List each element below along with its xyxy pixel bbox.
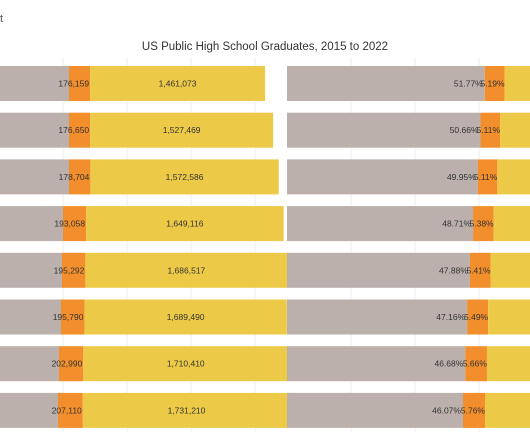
bar-right-orange-6 (465, 346, 487, 382)
bar-right-grey-3 (287, 206, 474, 242)
label-right-orange-2: 5.11% (474, 172, 498, 182)
label-right-grey-6: 46.68% (434, 359, 463, 369)
bar-left-grey-1 (0, 112, 69, 148)
corner-fragment: t (0, 13, 4, 25)
bar-left-yellow-3 (86, 206, 284, 242)
label-left-yellow-1: 1,527,469 (163, 125, 201, 135)
bar-left-orange-7 (58, 392, 83, 428)
label-left-orange-6: 202,990 (52, 359, 83, 369)
bar-right-grey-4 (287, 252, 470, 288)
label-right-orange-6: 5.66% (463, 359, 488, 369)
bar-left-orange-1 (69, 112, 91, 148)
label-right-grey-7: 46.07% (432, 405, 461, 415)
bar-right-orange-7 (462, 392, 485, 428)
label-right-orange-7: 5.76% (461, 405, 486, 415)
bar-right-grey-0 (287, 66, 485, 101)
label-right-orange-3: 5.38% (470, 219, 495, 229)
bar-right-yellow-6 (486, 346, 530, 382)
bar-left-grey-2 (0, 159, 69, 195)
label-left-orange-4: 195,292 (54, 265, 85, 275)
label-left-yellow-3: 1,649,116 (166, 219, 203, 229)
label-left-orange-3: 193,058 (54, 219, 85, 229)
chart-title: US Public High School Graduates, 2015 to… (141, 41, 389, 53)
bar-left-yellow-5 (84, 299, 287, 335)
label-right-grey-2: 49.95% (447, 172, 476, 182)
bar-left-orange-2 (69, 159, 91, 195)
label-right-grey-0: 51.77% (454, 79, 483, 89)
bar-left-yellow-2 (90, 159, 279, 195)
label-left-yellow-6: 1,710,410 (167, 359, 205, 369)
bar-right-grey-1 (287, 112, 481, 148)
bar-right-grey-5 (287, 299, 468, 335)
bar-right-yellow-5 (488, 299, 530, 335)
bar-right-grey-6 (287, 346, 466, 382)
bar-left-grey-4 (0, 252, 62, 288)
bar-right-orange-4 (469, 252, 491, 288)
bar-left-yellow-7 (82, 392, 291, 428)
bar-left-orange-4 (62, 252, 86, 288)
label-right-grey-4: 47.88% (439, 265, 468, 275)
label-right-orange-4: 5.41% (466, 265, 491, 275)
bar-left-yellow-4 (85, 252, 288, 288)
bar-left-grey-5 (0, 299, 61, 335)
bar-right-grey-2 (287, 159, 478, 195)
label-left-orange-0: 176,159 (58, 79, 89, 89)
bar-left-grey-7 (0, 392, 58, 428)
bar-left-grey-3 (0, 206, 63, 242)
label-right-grey-3: 48.71% (442, 219, 471, 229)
label-right-grey-1: 50.66% (450, 125, 479, 135)
label-left-yellow-7: 1,731,210 (168, 405, 206, 415)
label-left-yellow-4: 1,686,517 (167, 265, 205, 275)
bar-right-yellow-3 (493, 206, 530, 242)
label-left-orange-5: 195,790 (53, 312, 84, 322)
bar-right-yellow-1 (500, 112, 530, 148)
bar-right-orange-3 (473, 206, 494, 242)
label-left-yellow-2: 1,572,586 (166, 172, 204, 182)
bar-left-orange-3 (63, 206, 87, 242)
bar-left-yellow-0 (90, 66, 266, 101)
bar-right-orange-5 (467, 299, 489, 335)
label-right-orange-1: 5.11% (477, 125, 501, 135)
bar-left-grey-6 (0, 346, 59, 382)
bar-left-orange-0 (69, 66, 91, 101)
label-left-orange-1: 176,650 (58, 125, 89, 135)
label-right-grey-5: 47.16% (436, 312, 465, 322)
bar-left-orange-5 (61, 299, 85, 335)
bar-left-yellow-6 (83, 346, 289, 382)
label-left-yellow-0: 1,461,073 (159, 79, 197, 89)
bar-right-yellow-2 (497, 159, 530, 195)
bar-right-orange-1 (480, 112, 501, 148)
bar-left-grey-0 (0, 66, 69, 101)
bar-right-orange-0 (484, 66, 505, 101)
bar-left-orange-6 (59, 346, 84, 382)
bar-right-yellow-4 (490, 252, 530, 288)
label-left-yellow-5: 1,689,490 (167, 312, 205, 322)
label-right-orange-0: 5.19% (480, 79, 505, 89)
label-left-orange-7: 207,110 (52, 405, 82, 415)
label-left-orange-2: 178,704 (59, 172, 90, 182)
bar-right-grey-7 (287, 392, 463, 428)
bar-right-yellow-7 (484, 392, 530, 428)
bar-right-orange-2 (477, 159, 498, 195)
label-right-orange-5: 5.49% (464, 312, 489, 322)
bar-left-yellow-1 (90, 112, 274, 148)
bar-right-yellow-0 (504, 66, 530, 101)
